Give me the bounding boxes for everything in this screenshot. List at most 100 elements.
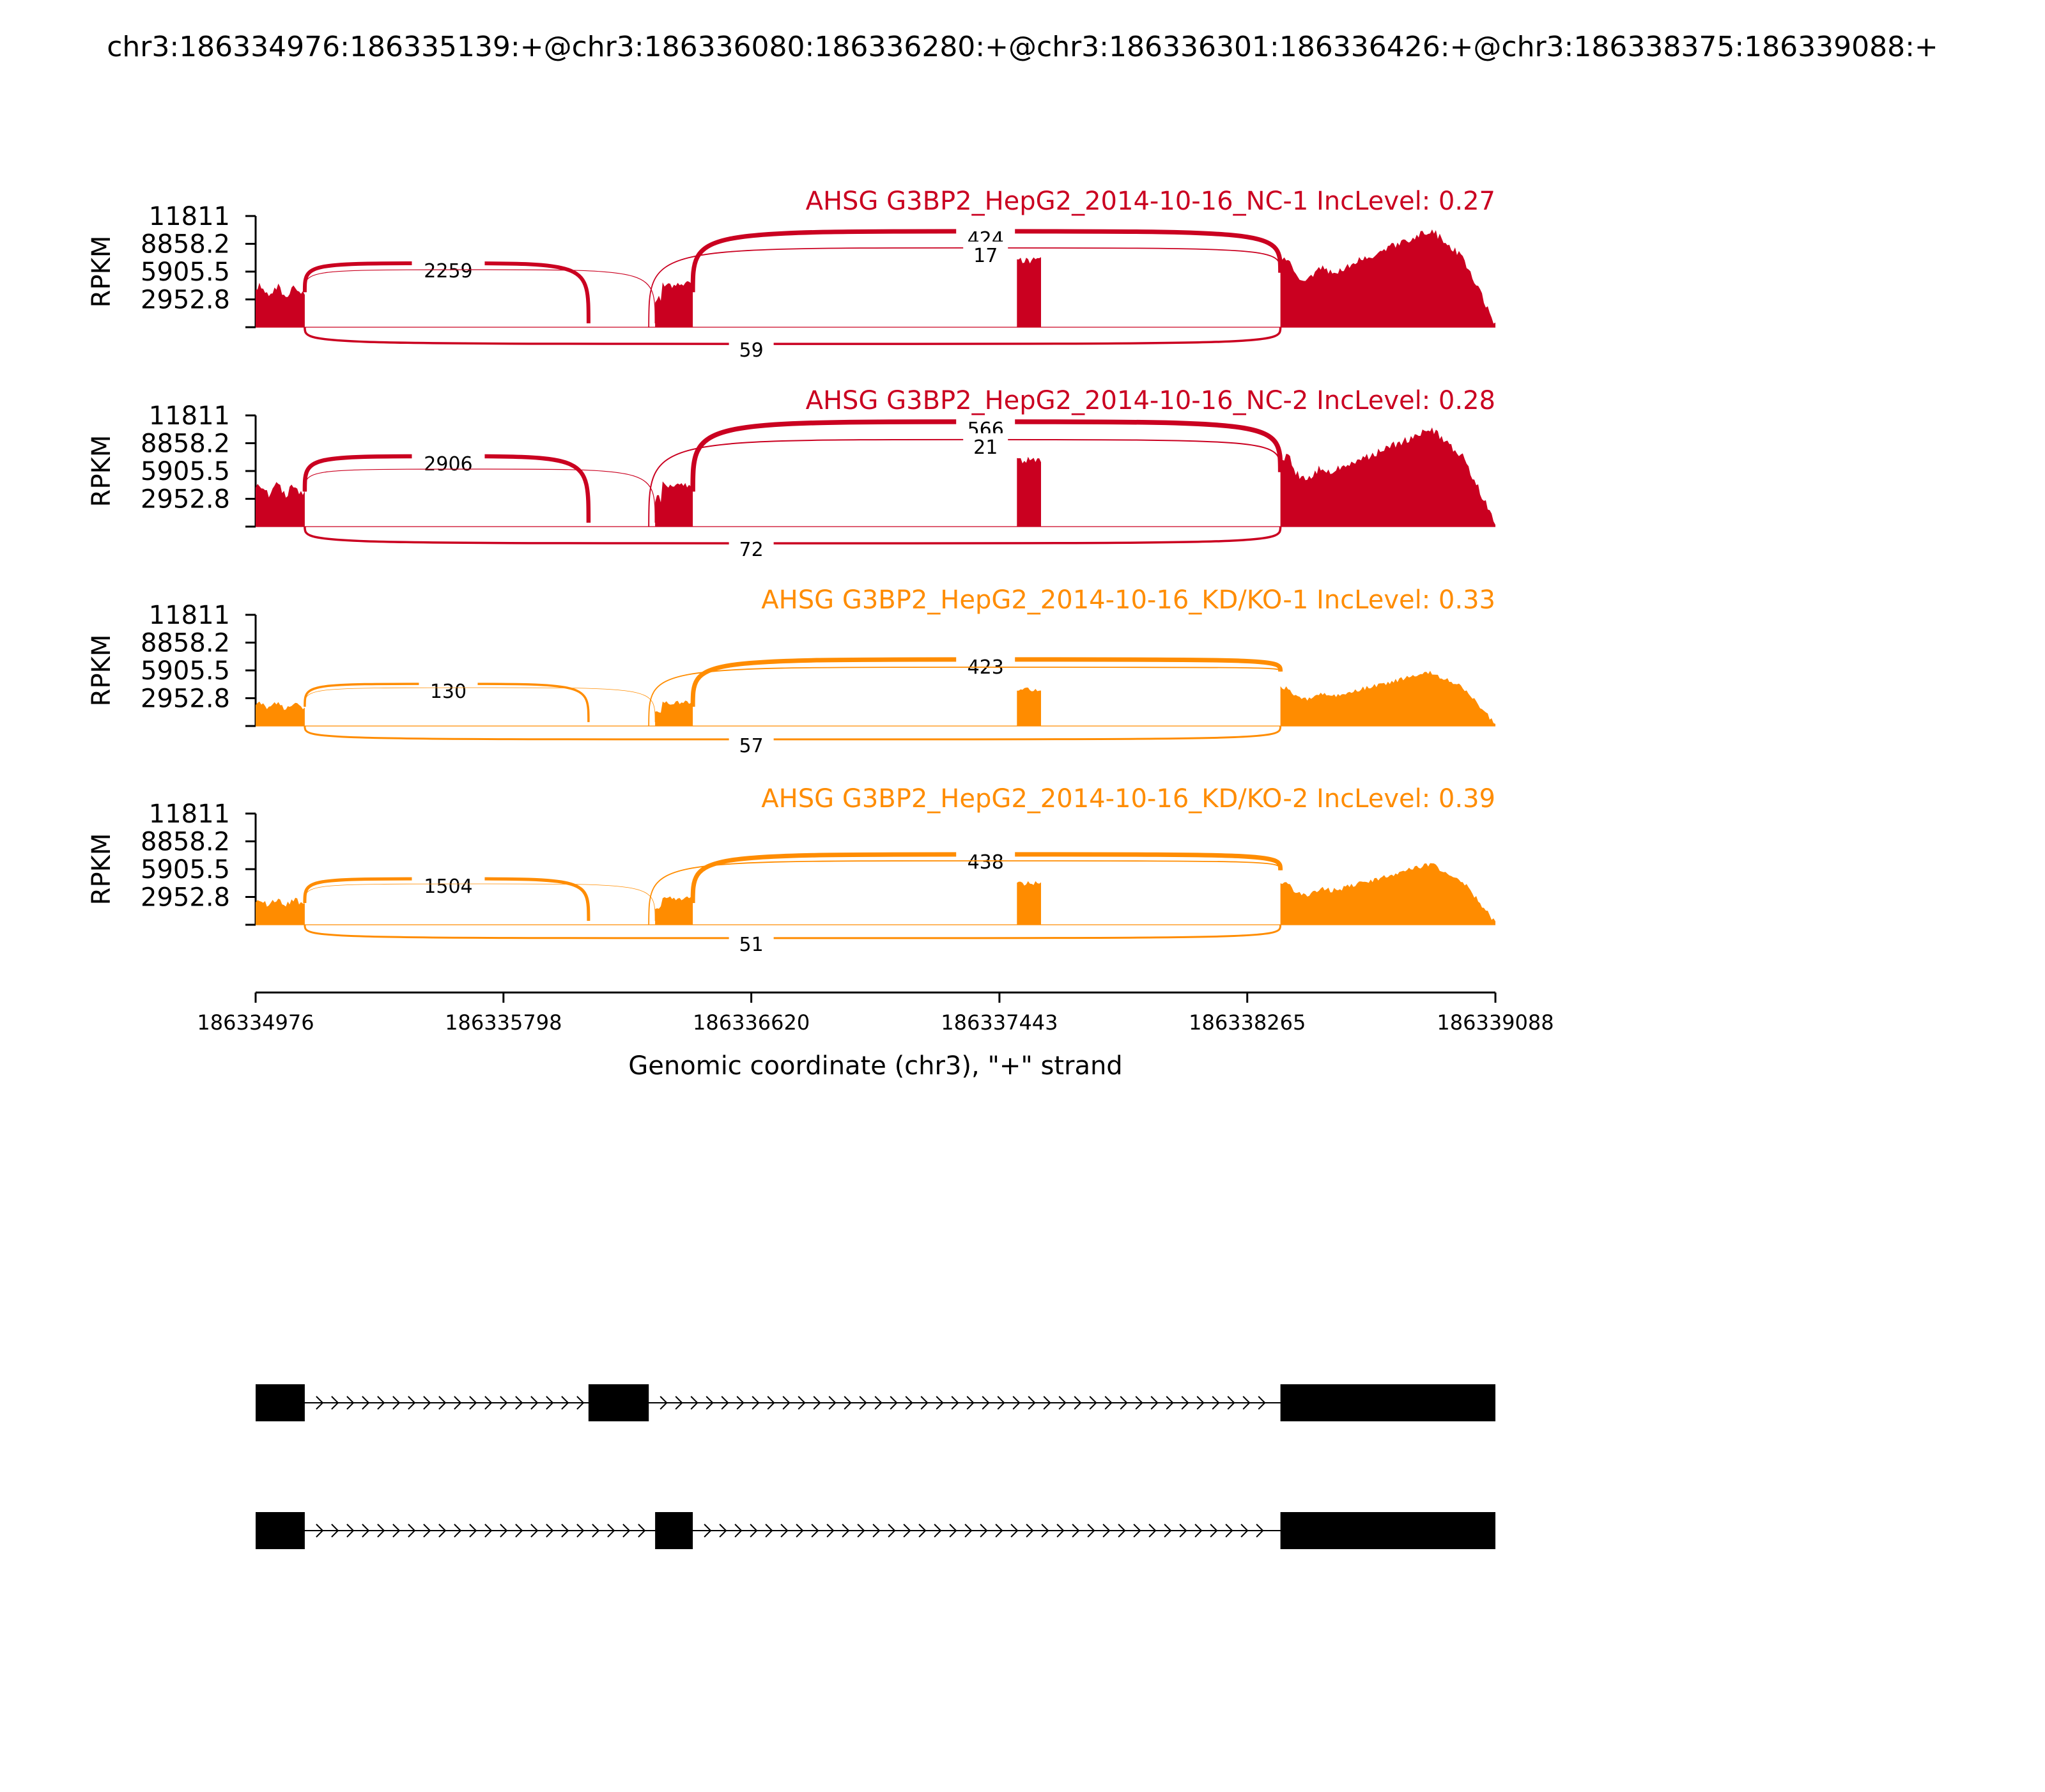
- junction-count: 59: [739, 339, 764, 362]
- strand-arrow: [918, 1524, 927, 1538]
- strand-arrow: [316, 1524, 324, 1538]
- strand-arrow: [796, 1524, 804, 1538]
- junction-count: 57: [739, 735, 764, 757]
- strand-arrow: [1058, 1396, 1067, 1410]
- strand-arrow: [638, 1524, 646, 1538]
- junction-arc: [304, 687, 656, 722]
- coverage-area: [256, 482, 305, 527]
- strand-arrow: [346, 1524, 355, 1538]
- strand-arrow: [392, 1396, 401, 1410]
- coverage-area: [1280, 863, 1495, 925]
- strand-arrow: [377, 1524, 385, 1538]
- junction-arc: [304, 269, 656, 323]
- strand-arrow: [721, 1396, 729, 1410]
- junction-arc: [304, 725, 1282, 741]
- strand-arrow: [454, 1524, 462, 1538]
- strand-arrow: [438, 1396, 447, 1410]
- junction-count-bg: [412, 449, 485, 475]
- y-tick-label: 2952.8: [141, 684, 230, 714]
- junction-count: 17: [973, 245, 998, 267]
- strand-arrow: [980, 1524, 988, 1538]
- strand-arrow: [949, 1524, 957, 1538]
- y-tick-label: 2952.8: [141, 485, 230, 514]
- strand-arrow: [1196, 1396, 1205, 1410]
- coverage-area: [655, 896, 693, 925]
- strand-arrow: [903, 1524, 911, 1538]
- strand-arrow: [515, 1524, 523, 1538]
- sample-label: AHSG G3BP2_HepG2_2014-10-16_KD/KO-1 IncL…: [761, 585, 1495, 615]
- exon-block: [256, 1384, 305, 1421]
- strand-arrow: [1181, 1396, 1189, 1410]
- strand-arrow: [997, 1396, 1005, 1410]
- coverage-area: [1017, 687, 1041, 726]
- coverage-area: [256, 282, 305, 327]
- y-tick-label: 11811: [149, 799, 230, 829]
- strand-arrow: [1135, 1396, 1143, 1410]
- strand-arrow: [951, 1396, 959, 1410]
- isoform-structures: [256, 1384, 1495, 1549]
- junction-count-bg: [963, 241, 1008, 267]
- strand-arrow: [1210, 1524, 1218, 1538]
- strand-arrow: [362, 1396, 370, 1410]
- junction-arc: [648, 667, 1281, 727]
- sample-label: AHSG G3BP2_HepG2_2014-10-16_KD/KO-2 IncL…: [761, 784, 1495, 814]
- coverage-area: [655, 481, 693, 527]
- y-tick-label: 11811: [149, 601, 230, 630]
- junction-count: 130: [430, 681, 467, 703]
- strand-arrow: [1104, 1396, 1113, 1410]
- strand-arrow: [1179, 1524, 1187, 1538]
- coverage-area: [1280, 229, 1495, 327]
- strand-arrow: [1133, 1524, 1141, 1538]
- strand-arrow: [1056, 1524, 1065, 1538]
- strand-arrow: [706, 1396, 714, 1410]
- junction-arc: [304, 526, 1282, 545]
- coverage-area: [1280, 427, 1495, 527]
- strand-arrow: [1043, 1396, 1051, 1410]
- strand-arrow: [782, 1396, 791, 1410]
- junction-count: 2906: [424, 453, 472, 475]
- junction-arc: [304, 924, 1282, 939]
- strand-arrow: [966, 1396, 975, 1410]
- y-axis-label: RPKM: [87, 236, 116, 308]
- isoform-track: [256, 1384, 1495, 1421]
- exon-block: [655, 1512, 693, 1549]
- isoform-track: [256, 1512, 1495, 1549]
- x-axis: 186334976 186335798 186336620 186337443 1863…: [197, 991, 1554, 1035]
- strand-arrow: [964, 1524, 973, 1538]
- strand-arrow: [561, 1524, 569, 1538]
- y-axis-label: RPKM: [87, 635, 116, 707]
- junction-count: 2259: [424, 260, 472, 282]
- junction-count: 438: [968, 851, 1004, 874]
- x-tick-label: 186339088: [1437, 1010, 1554, 1035]
- strand-arrow: [515, 1396, 523, 1410]
- y-tick-label: 2952.8: [141, 883, 230, 913]
- coverage-area: [655, 700, 693, 726]
- strand-arrow: [1166, 1396, 1174, 1410]
- strand-arrow: [1194, 1524, 1203, 1538]
- coverage-area: [1017, 881, 1041, 925]
- y-tick-label: 5905.5: [141, 656, 230, 686]
- strand-arrow: [1010, 1524, 1019, 1538]
- x-tick-label: 186334976: [197, 1010, 314, 1035]
- strand-arrow: [1072, 1524, 1080, 1538]
- coverage-area: [1280, 670, 1495, 726]
- strand-arrow: [872, 1524, 881, 1538]
- junction-count-bg: [729, 930, 774, 956]
- junction-count-bg: [729, 336, 774, 362]
- junction-arc: [648, 860, 1281, 925]
- strand-arrow: [874, 1396, 883, 1410]
- strand-arrow: [1087, 1524, 1095, 1538]
- strand-arrow: [546, 1396, 554, 1410]
- strand-arrow: [660, 1396, 668, 1410]
- strand-arrow: [704, 1524, 712, 1538]
- strand-arrow: [1164, 1524, 1172, 1538]
- strand-arrow: [1212, 1396, 1220, 1410]
- strand-arrow: [842, 1524, 850, 1538]
- strand-arrow: [765, 1524, 773, 1538]
- y-tick-label: 8858.2: [141, 230, 230, 259]
- exon-block: [588, 1384, 649, 1421]
- strand-arrow: [316, 1396, 324, 1410]
- strand-arrow: [576, 1396, 585, 1410]
- y-tick-label: 11811: [149, 401, 230, 431]
